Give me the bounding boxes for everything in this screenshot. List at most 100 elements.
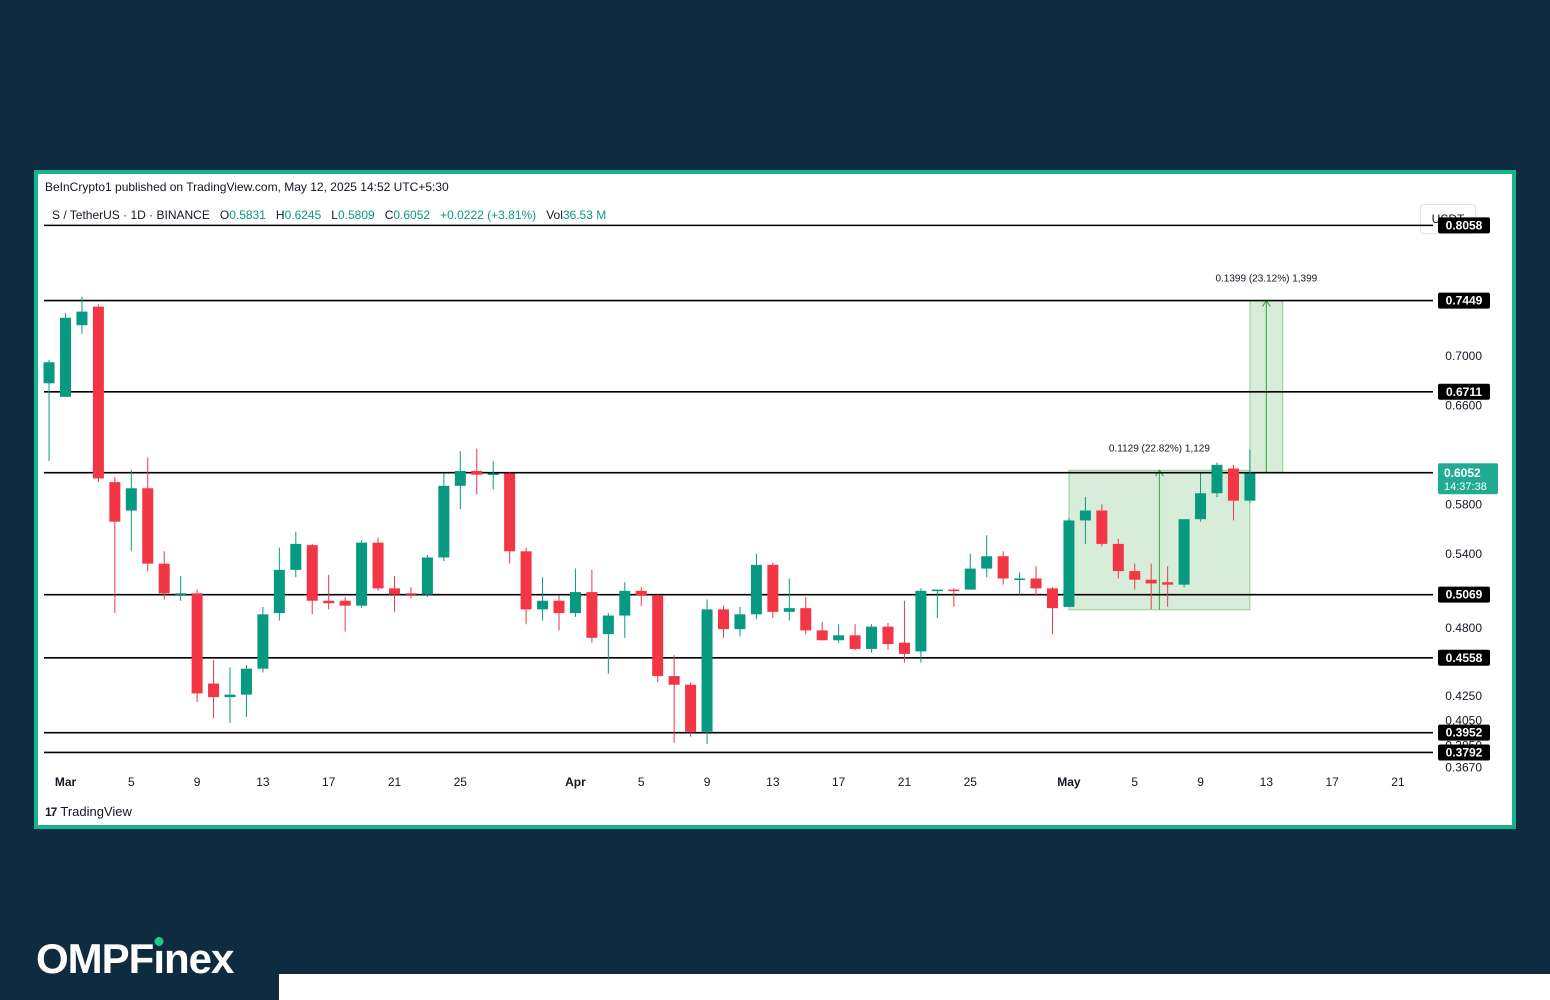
level-label: 0.5069 [1446, 588, 1483, 602]
level-label: 0.3952 [1446, 726, 1483, 740]
candle-body [668, 676, 680, 685]
candle-body [1195, 493, 1207, 520]
candle-body [915, 590, 927, 652]
level-label: 0.8058 [1446, 218, 1483, 232]
y-tick-label: 0.7000 [1445, 349, 1482, 363]
candle-body [1162, 582, 1174, 585]
candle-body [273, 569, 285, 614]
bottom-strip [279, 974, 1550, 1000]
candle-body [964, 568, 976, 590]
x-tick-label: 21 [898, 775, 912, 789]
level-label: 0.4558 [1446, 651, 1483, 665]
level-label-bg [1438, 649, 1490, 666]
x-tick-label: 13 [256, 775, 270, 789]
candle-body [504, 473, 516, 552]
level-label-bg [1438, 586, 1490, 603]
x-tick-label: 13 [766, 775, 780, 789]
open-value: 0.5831 [229, 208, 266, 222]
candle-body [43, 362, 55, 384]
level-label: 0.3792 [1446, 745, 1483, 759]
candle-body [1129, 571, 1141, 580]
x-tick-label: 21 [388, 775, 402, 789]
candle-body [471, 470, 483, 475]
chart-frame: BeInCrypto1 published on TradingView.com… [34, 170, 1516, 829]
current-price-label: 0.6052 [1444, 466, 1481, 480]
candle-body [208, 683, 220, 698]
symbol-label[interactable]: S / TetherUS · 1D · BINANCE [52, 208, 210, 222]
candle-body [454, 470, 466, 486]
candle-body [323, 600, 335, 604]
candle-body [997, 556, 1009, 579]
candle-body [487, 473, 499, 475]
candle-body [701, 609, 713, 732]
candle-body [981, 556, 993, 569]
candle-body [520, 551, 532, 610]
candle-body [849, 635, 861, 649]
candle-body [882, 626, 894, 644]
candle-body [142, 488, 154, 564]
x-tick-label: May [1057, 775, 1081, 789]
candle-body [685, 684, 697, 732]
candle-body [372, 542, 384, 589]
candle-body [92, 306, 104, 479]
level-label: 0.6711 [1446, 385, 1482, 399]
close-label: C [384, 208, 394, 222]
volume-value: 36.53 M [562, 208, 607, 222]
x-tick-label: Apr [565, 775, 586, 789]
candle-body [224, 694, 236, 698]
candle-body [619, 590, 631, 616]
level-label-bg [1438, 383, 1490, 400]
candle-body [553, 600, 565, 614]
candle-body [800, 608, 812, 631]
y-tick-label: 0.5800 [1445, 497, 1482, 511]
candle-body [175, 593, 187, 595]
current-price-tag [1438, 463, 1498, 495]
x-tick-label: 21 [1391, 775, 1405, 789]
candle-body [898, 642, 910, 654]
x-tick-label: 17 [832, 775, 846, 789]
candle-body [652, 595, 664, 677]
brand-text-post: nex [164, 935, 234, 982]
high-value: 0.6245 [284, 208, 322, 222]
candle-body [356, 542, 368, 606]
candle-body [1047, 588, 1058, 609]
candle-body [718, 609, 729, 630]
candlestick-chart[interactable]: 0.7000 0.6600 0.5800 0.5400 0.4800 0.4250 0.40… [38, 174, 1512, 825]
candle-body [602, 615, 614, 635]
y-tick-label: 0.3670 [1445, 761, 1482, 775]
candle-body [750, 564, 762, 615]
candle-body [240, 668, 252, 695]
candle-body [76, 311, 88, 326]
level-label-bg [1438, 292, 1490, 309]
candle-body [421, 557, 433, 595]
candle-body [290, 543, 302, 570]
candle-body [931, 589, 943, 592]
level-label-bg [1438, 217, 1490, 234]
candle-body [767, 564, 779, 612]
x-tick-label: 5 [638, 775, 645, 789]
candle-body [635, 590, 647, 596]
tradingview-logo[interactable]: 17 TradingView [45, 804, 132, 819]
candle-body [257, 614, 269, 669]
candle-body [816, 630, 828, 641]
close-value: 0.6052 [393, 208, 431, 222]
measurement-label: 0.1129 (22.82%) 1,129 [1109, 443, 1210, 454]
bar-countdown-label: 14:37:38 [1444, 481, 1487, 493]
tradingview-mark-icon: 17 [45, 804, 57, 819]
x-tick-label: 25 [454, 775, 468, 789]
candle-body [569, 592, 581, 614]
candle-body [1227, 468, 1239, 501]
ompfinex-logo: OMPF ınex [36, 935, 234, 983]
candle-body [833, 635, 845, 641]
y-tick-label: 0.5400 [1445, 547, 1482, 561]
x-tick-label: 17 [1325, 775, 1339, 789]
candle-body [1244, 473, 1256, 501]
candle-body [438, 485, 450, 558]
candle-body [60, 317, 71, 397]
measurement-arrowhead [1154, 469, 1164, 477]
candle-body [734, 614, 746, 630]
y-tick-label: 0.6600 [1445, 399, 1482, 413]
candle-body [1014, 578, 1026, 580]
x-tick-label: 25 [964, 775, 978, 789]
y-tick-label: 0.4800 [1445, 621, 1482, 635]
